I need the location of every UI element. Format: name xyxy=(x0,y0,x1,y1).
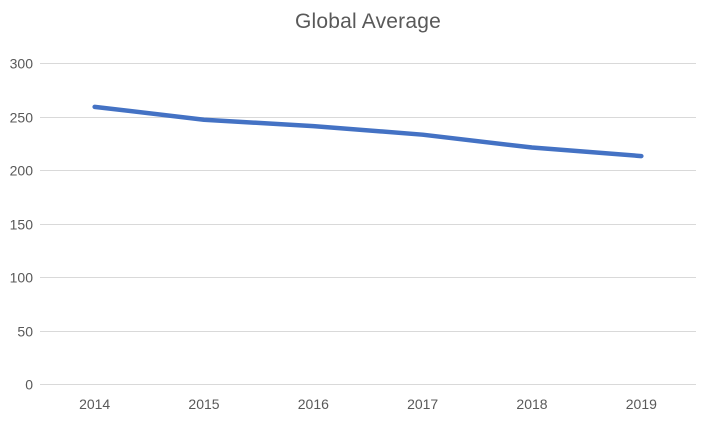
x-axis-tick-label: 2017 xyxy=(407,396,438,412)
y-axis-tick-label: 250 xyxy=(10,110,34,126)
x-axis-tick-label: 2016 xyxy=(298,396,329,412)
y-axis-tick-label: 300 xyxy=(10,56,34,72)
x-axis-tick-label: 2014 xyxy=(79,396,110,412)
data-series-line xyxy=(92,104,644,159)
y-axis-tick-label: 0 xyxy=(25,377,33,393)
chart-title: Global Average xyxy=(294,10,442,33)
x-axis-tick-label: 2015 xyxy=(188,396,219,412)
x-axis-tick-label: 2019 xyxy=(626,396,657,412)
y-axis-tick-label: 100 xyxy=(10,270,34,286)
x-axis-tick-label: 2018 xyxy=(516,396,547,412)
y-axis-tick-label: 200 xyxy=(10,163,34,179)
y-axis-tick-label: 50 xyxy=(17,324,33,340)
y-axis-tick-label: 150 xyxy=(10,217,34,233)
